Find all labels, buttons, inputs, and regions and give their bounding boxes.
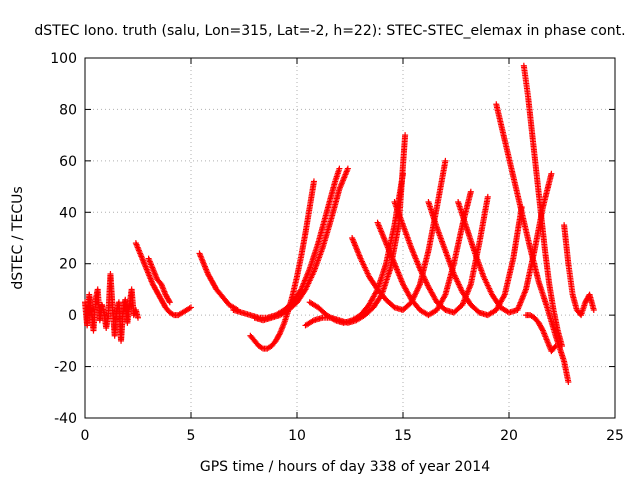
series-arc (132, 240, 194, 319)
x-axis-label: GPS time / hours of day 338 of year 2014 (200, 459, 490, 475)
data-point (539, 326, 546, 333)
y-tick-label: 100 (50, 51, 77, 67)
y-tick-label: 60 (59, 154, 77, 170)
y-tick-label: 0 (68, 308, 77, 324)
data-point (166, 299, 173, 306)
x-tick-label: 0 (81, 428, 90, 444)
data-point (276, 331, 283, 338)
data-points (82, 62, 597, 385)
data-point (135, 314, 141, 321)
x-tick-label: 25 (606, 428, 624, 444)
y-tick-label: 80 (59, 102, 77, 118)
series-arc (196, 250, 241, 313)
series-arc (349, 157, 449, 313)
data-point (551, 344, 558, 351)
data-point (590, 307, 597, 313)
y-tick-label: -40 (54, 411, 77, 427)
data-point (559, 343, 565, 349)
data-point (344, 165, 351, 172)
x-tick-label: 10 (288, 428, 306, 444)
y-axis: -40 -20 0 20 40 60 80 100 (50, 51, 615, 427)
plot-frame (84, 57, 616, 419)
grid (85, 58, 615, 418)
x-tick-label: 20 (500, 428, 518, 444)
data-point (552, 343, 559, 349)
chart-title: dSTEC Iono. truth (salu, Lon=315, Lat=-2… (34, 23, 625, 39)
data-point (548, 170, 555, 177)
x-axis: 0 5 10 15 20 25 (81, 58, 624, 444)
series-arc (82, 271, 141, 344)
series-arc (561, 222, 597, 319)
y-tick-label: -20 (54, 360, 77, 376)
data-point (336, 165, 343, 172)
data-point (188, 304, 194, 311)
data-point (484, 193, 491, 200)
series-arc (522, 312, 559, 355)
data-point (467, 188, 474, 195)
data-point (402, 132, 409, 139)
data-point (166, 298, 173, 304)
data-point (310, 178, 317, 185)
y-tick-label: 20 (59, 257, 77, 273)
data-point (442, 157, 449, 164)
y-tick-label: 40 (59, 205, 77, 221)
series-arc (251, 165, 351, 324)
series-arc (145, 255, 173, 306)
y-axis-label: dSTEC / TECUs (10, 186, 26, 289)
series-arc (520, 62, 565, 349)
series-arc (391, 193, 491, 316)
x-tick-label: 15 (394, 428, 412, 444)
x-tick-label: 5 (187, 428, 196, 444)
data-point (565, 379, 572, 385)
